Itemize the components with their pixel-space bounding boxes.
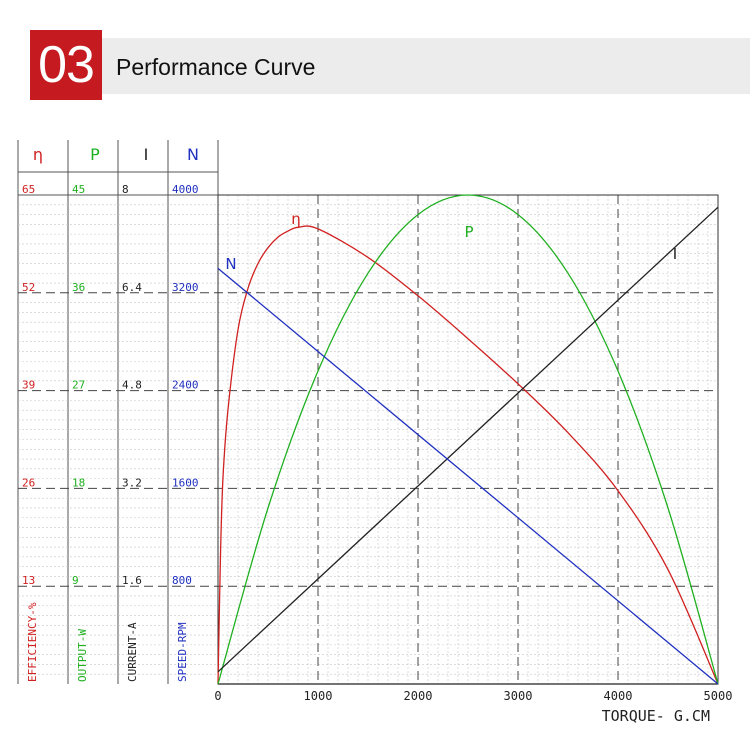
axis-tick-label: 8 (122, 183, 129, 196)
series-line-current-a (217, 206, 719, 673)
series-line-efficiency-% (217, 225, 719, 685)
axis-tick-label: 3200 (172, 281, 199, 294)
curve-label: P (464, 223, 473, 241)
axis-tick-label: 9 (72, 574, 79, 587)
axis-symbol-0: η (33, 145, 43, 164)
curve-label: N (225, 255, 236, 273)
axis-tick-label: 1600 (172, 476, 199, 489)
x-tick-label: 1000 (304, 689, 333, 703)
axis-symbol-2: I (144, 145, 149, 164)
axis-tick-label: 4000 (172, 183, 199, 196)
axis-tick-label: 1.6 (122, 574, 142, 587)
axis-title: CURRENT-A (126, 622, 139, 682)
axis-tick-label: 52 (22, 281, 35, 294)
header-banner (0, 38, 750, 94)
axis-tick-label: 39 (22, 379, 35, 392)
series-line-speed-rpm (217, 267, 719, 685)
axis-tick-label: 18 (72, 476, 85, 489)
axis-title: OUTPUT-W (76, 629, 89, 682)
axis-title: SPEED-RPM (176, 622, 189, 682)
axis-tick-label: 13 (22, 574, 35, 587)
x-tick-label: 3000 (504, 689, 533, 703)
axis-title: EFFICIENCY-% (26, 602, 39, 682)
axis-symbol-3: N (187, 145, 199, 164)
x-axis-title: TORQUE- G.CM (602, 707, 710, 725)
x-tick-label: 0 (214, 689, 221, 703)
axis-tick-label: 6.4 (122, 281, 142, 294)
x-tick-label: 4000 (604, 689, 633, 703)
axis-tick-label: 26 (22, 476, 35, 489)
axis-tick-label: 65 (22, 183, 35, 196)
axis-tick-label: 36 (72, 281, 85, 294)
curve-label: I (673, 245, 677, 263)
axis-symbol-1: P (90, 145, 100, 164)
axis-tick-label: 27 (72, 379, 85, 392)
page-title: Performance Curve (116, 54, 316, 80)
x-tick-label: 5000 (704, 689, 733, 703)
curve-label: η (291, 210, 301, 228)
axis-tick-label: 3.2 (122, 476, 142, 489)
x-tick-label: 2000 (404, 689, 433, 703)
section-number-badge: 03 (30, 30, 102, 100)
series-line-output-w (217, 194, 719, 685)
axis-tick-label: 800 (172, 574, 192, 587)
axis-tick-label: 2400 (172, 379, 199, 392)
axis-tick-label: 4.8 (122, 379, 142, 392)
axis-tick-label: 45 (72, 183, 85, 196)
header-bar (100, 38, 750, 94)
